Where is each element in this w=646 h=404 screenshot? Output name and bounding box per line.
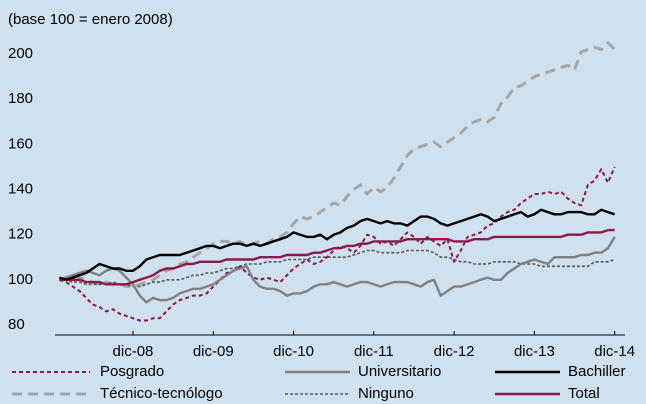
x-tick-label: dic-09 <box>193 343 234 360</box>
line <box>59 228 615 286</box>
line <box>58 41 616 289</box>
y-tick-label: 140 <box>8 180 33 197</box>
line <box>59 249 615 288</box>
legend-label: Universitario <box>358 363 441 380</box>
legend-label: Bachiller <box>568 363 626 380</box>
legend-label: Ninguno <box>358 385 414 402</box>
annotation: (base 100 = enero 2008) <box>8 11 173 28</box>
line <box>59 208 616 281</box>
x-tick-label: dic-12 <box>434 343 475 360</box>
y-tick-label: 160 <box>8 135 33 152</box>
y-tick-label: 100 <box>8 271 33 288</box>
y-tick-label: 120 <box>8 226 33 243</box>
legend-label: Técnico-tecnólogo <box>100 385 223 402</box>
y-tick-label: 180 <box>8 90 33 107</box>
y-tick-label: 200 <box>8 45 33 62</box>
x-tick-label: dic-14 <box>594 343 635 360</box>
x-tick-label: dic-13 <box>514 343 555 360</box>
legend-label: Total <box>568 385 600 402</box>
y-tick-label: 80 <box>8 316 25 333</box>
x-tick-label: dic-11 <box>354 343 394 360</box>
x-tick-label: dic-10 <box>273 343 314 360</box>
legend-label: Posgrado <box>100 363 164 380</box>
x-tick-label: dic-08 <box>113 343 154 360</box>
line <box>59 236 616 304</box>
